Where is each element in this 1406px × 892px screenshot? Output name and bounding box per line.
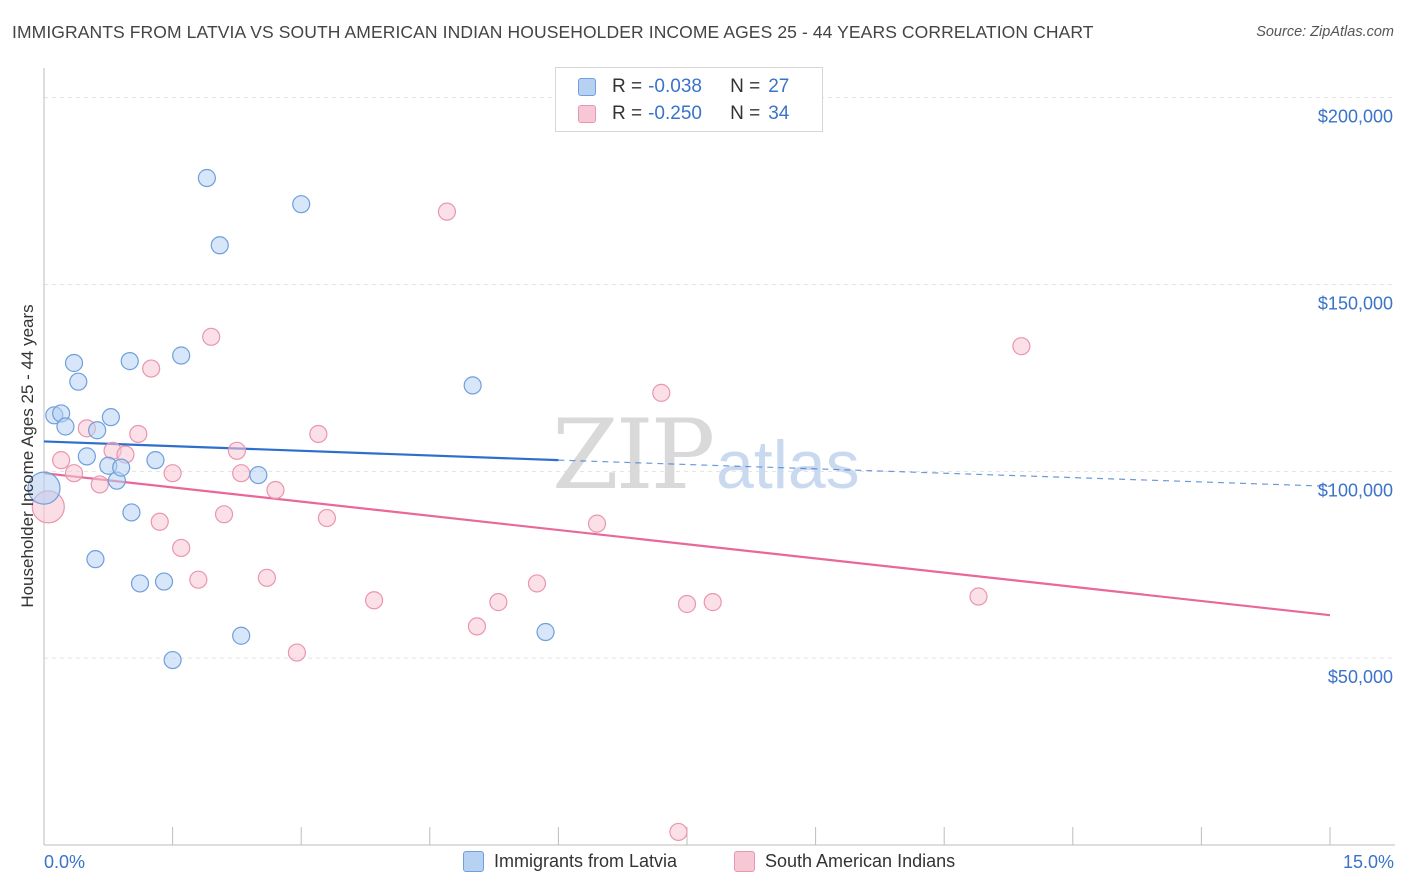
point-south-american-indians <box>266 480 285 500</box>
point-immigrants-from-latvia <box>232 626 251 645</box>
point-immigrants-from-latvia <box>163 650 182 670</box>
trend-line-sai <box>43 472 1331 617</box>
point-south-american-indians <box>232 464 251 483</box>
point-immigrants-from-latvia <box>146 451 165 470</box>
latvia-legend-swatch <box>463 851 484 872</box>
y-axis-label: Householder Income Ages 25 - 44 years <box>18 304 37 608</box>
point-immigrants-from-latvia <box>210 236 229 255</box>
point-south-american-indians <box>587 514 607 533</box>
n-label: N = <box>730 103 761 124</box>
point-south-american-indians <box>1012 337 1031 356</box>
n-value-latvia: 27 <box>768 76 790 97</box>
point-south-american-indians <box>703 593 722 612</box>
point-immigrants-from-latvia <box>120 352 139 371</box>
stats-legend-row-latvia: R = -0.038 N = 27 <box>578 75 789 99</box>
point-immigrants-from-latvia <box>86 550 105 569</box>
point-south-american-indians <box>677 594 697 614</box>
y-tick-label: $150,000 <box>1318 294 1393 314</box>
r-label: R = <box>612 103 643 124</box>
watermark: ZIP atlas <box>552 399 860 511</box>
point-immigrants-from-latvia <box>77 447 96 466</box>
point-south-american-indians <box>364 591 384 610</box>
point-immigrants-from-latvia <box>292 195 311 214</box>
point-immigrants-from-latvia <box>101 408 120 427</box>
point-immigrants-from-latvia <box>197 168 216 188</box>
latvia-swatch <box>578 78 596 96</box>
trend-lines <box>43 440 1331 617</box>
point-immigrants-from-latvia <box>27 471 61 505</box>
point-south-american-indians <box>214 505 234 524</box>
point-south-american-indians <box>52 451 71 470</box>
grid-lines <box>44 97 1395 659</box>
watermark-zip: ZIP <box>552 399 713 511</box>
y-tick-labels: $50,000 $100,000 $150,000 $200,000 <box>1318 107 1393 687</box>
stats-legend-row-sai: R = -0.250 N = 34 <box>578 102 789 126</box>
y-tick-label: $50,000 <box>1328 667 1393 687</box>
n-label: N = <box>730 76 761 97</box>
point-south-american-indians <box>317 508 337 528</box>
data-points <box>27 168 1031 842</box>
point-south-american-indians <box>309 424 328 444</box>
sai-legend-swatch <box>734 851 755 872</box>
y-tick-label: $100,000 <box>1318 480 1393 500</box>
point-south-american-indians <box>489 593 508 612</box>
point-immigrants-from-latvia <box>112 458 131 477</box>
point-south-american-indians <box>652 383 671 402</box>
point-south-american-indians <box>467 617 487 636</box>
point-south-american-indians <box>969 587 988 606</box>
chart-title: IMMIGRANTS FROM LATVIA VS SOUTH AMERICAN… <box>12 22 1094 42</box>
r-value-sai: -0.250 <box>648 103 702 124</box>
point-south-american-indians <box>527 574 547 593</box>
legend-item-sai[interactable]: South American Indians <box>734 851 955 872</box>
legend-label-latvia: Immigrants from Latvia <box>494 851 678 871</box>
point-immigrants-from-latvia <box>122 503 141 522</box>
point-south-american-indians <box>64 464 84 483</box>
point-immigrants-from-latvia <box>88 421 107 440</box>
trend-line-latvia <box>43 440 559 462</box>
point-south-american-indians <box>287 643 307 662</box>
point-south-american-indians <box>189 570 208 589</box>
x-tick-max: 15.0% <box>1342 852 1394 872</box>
point-immigrants-from-latvia <box>172 346 191 365</box>
y-tick-label: $200,000 <box>1318 107 1393 127</box>
point-immigrants-from-latvia <box>463 376 482 395</box>
point-south-american-indians <box>163 464 182 483</box>
legend-label-sai: South American Indians <box>765 851 956 871</box>
point-immigrants-from-latvia <box>130 574 150 593</box>
point-immigrants-from-latvia <box>64 353 84 373</box>
point-south-american-indians <box>202 327 221 346</box>
r-label: R = <box>612 76 643 97</box>
trend-line-latvia-extension <box>558 459 1331 487</box>
point-south-american-indians <box>227 441 246 460</box>
point-immigrants-from-latvia <box>56 417 75 436</box>
n-value-sai: 34 <box>768 103 790 124</box>
r-value-latvia: -0.038 <box>648 76 702 97</box>
point-south-american-indians <box>142 359 161 378</box>
point-immigrants-from-latvia <box>249 465 268 485</box>
point-immigrants-from-latvia <box>69 372 88 391</box>
point-south-american-indians <box>257 568 277 587</box>
stats-legend: R = -0.038 N = 27 R = -0.250 N = 34 <box>555 67 823 132</box>
source-label: Source: ZipAtlas.com <box>1256 24 1394 40</box>
legend-item-latvia[interactable]: Immigrants from Latvia <box>463 851 677 872</box>
watermark-atlas: atlas <box>716 427 860 503</box>
point-immigrants-from-latvia <box>536 622 555 642</box>
point-immigrants-from-latvia <box>154 572 174 591</box>
sai-swatch <box>578 105 596 123</box>
x-tick-min: 0.0% <box>44 852 86 872</box>
point-south-american-indians <box>129 424 148 444</box>
point-south-american-indians <box>437 202 457 221</box>
point-south-american-indians <box>669 822 688 842</box>
point-south-american-indians <box>150 512 169 531</box>
point-south-american-indians <box>172 538 191 558</box>
point-south-american-indians <box>90 475 109 494</box>
axes <box>43 68 1395 846</box>
